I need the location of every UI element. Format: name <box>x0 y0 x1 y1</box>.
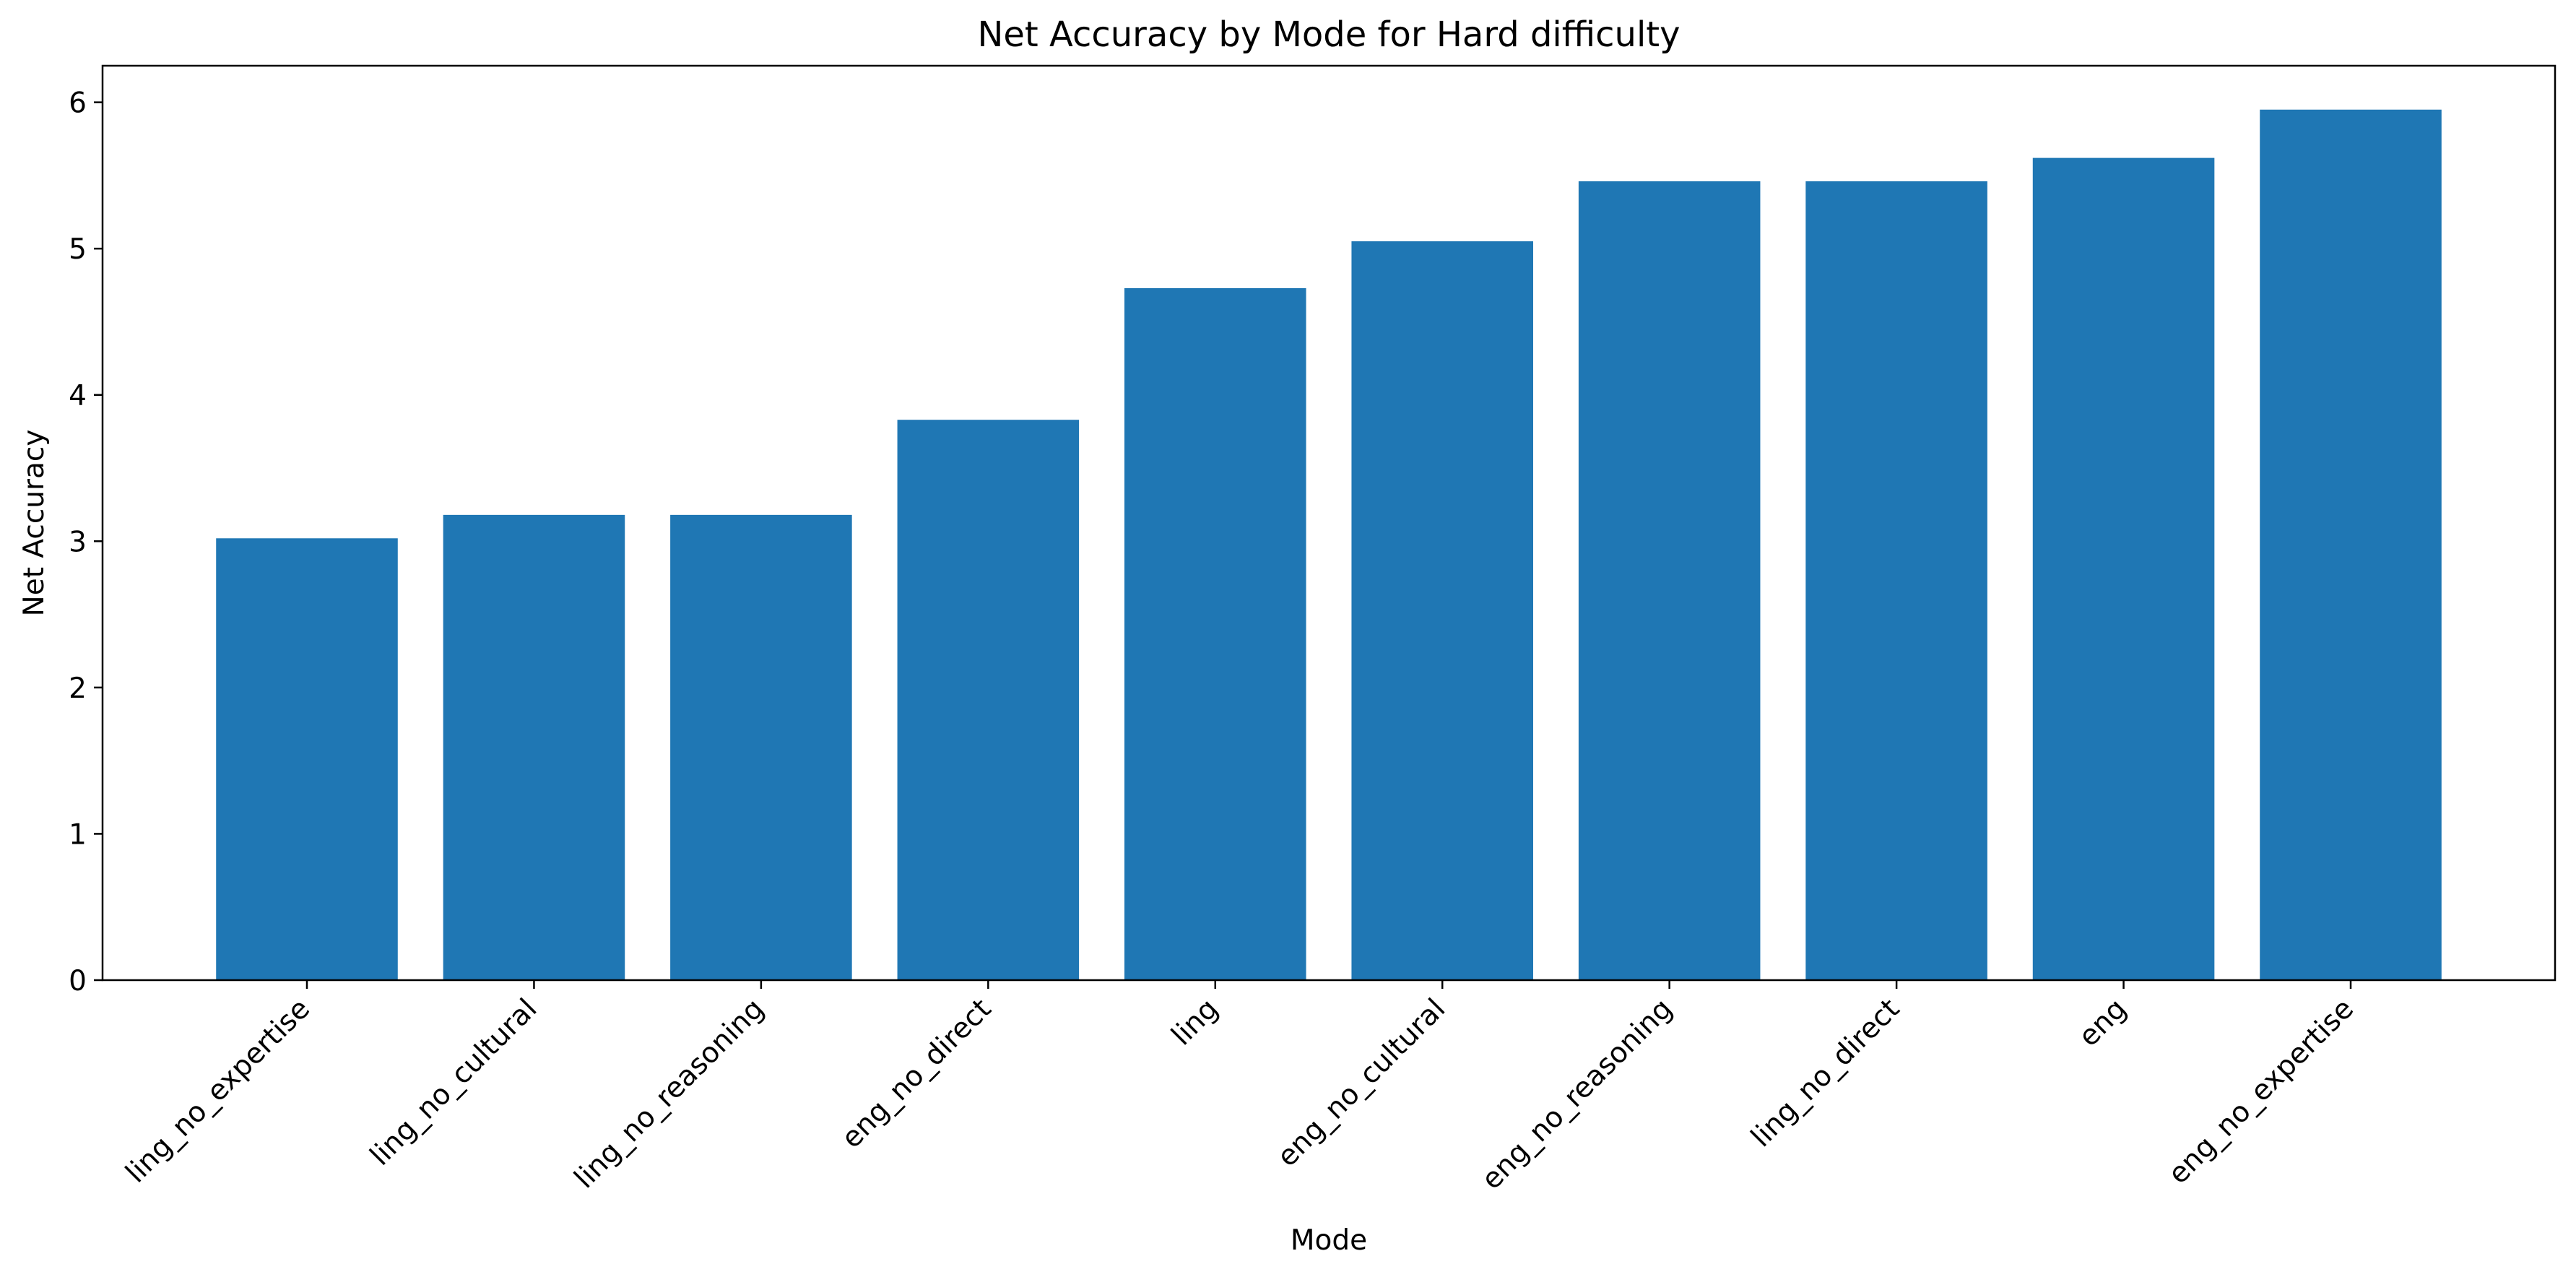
y-axis-ticks: 0 1 2 3 4 5 6 <box>69 87 103 997</box>
bar-eng <box>2032 157 2215 980</box>
y-tick-label: 2 <box>69 672 87 705</box>
bar-eng_no_cultural <box>1351 241 1533 980</box>
bar-eng_no_reasoning <box>1578 181 1761 980</box>
x-tick-label-ling_no_expertise: ling_no_expertise <box>120 992 316 1189</box>
bar-ling_no_cultural <box>443 514 625 980</box>
y-tick-label: 4 <box>69 380 87 412</box>
bar-ling_no_expertise <box>216 538 398 980</box>
bar-eng_no_direct <box>897 420 1080 980</box>
bar-eng_no_expertise <box>2260 109 2442 980</box>
x-tick-label-eng_no_cultural: eng_no_cultural <box>1271 992 1452 1173</box>
plot-frame <box>101 64 2557 982</box>
x-tick-label-ling: ling <box>1166 992 1225 1052</box>
bar-ling <box>1124 287 1306 980</box>
x-tick-label-eng_no_reasoning: eng_no_reasoning <box>1475 992 1679 1196</box>
y-tick-label: 3 <box>69 526 87 558</box>
x-tick-label-ling_no_reasoning: ling_no_reasoning <box>568 992 771 1195</box>
y-tick-label: 5 <box>69 233 87 266</box>
y-axis-label: Net Accuracy <box>18 430 51 617</box>
x-axis-ticks: ling_no_expertise ling_no_cultural ling_no… <box>120 980 2360 1196</box>
x-axis-label: Mode <box>1291 1224 1367 1257</box>
y-tick-label: 1 <box>69 818 87 851</box>
x-tick-label-eng_no_expertise: eng_no_expertise <box>2162 992 2360 1190</box>
bar-ling_no_reasoning <box>670 514 852 980</box>
y-tick-label: 0 <box>69 965 87 997</box>
y-tick-label: 6 <box>69 87 87 120</box>
x-tick-label-eng: eng <box>2073 992 2133 1053</box>
bars-group <box>216 109 2442 980</box>
x-tick-label-ling_no_direct: ling_no_direct <box>1745 992 1906 1153</box>
x-tick-label-ling_no_cultural: ling_no_cultural <box>364 992 544 1172</box>
chart-title: Net Accuracy by Mode for Hard difficulty <box>977 14 1680 55</box>
x-tick-label-eng_no_direct: eng_no_direct <box>836 992 998 1155</box>
bar-ling_no_direct <box>1805 181 1987 980</box>
